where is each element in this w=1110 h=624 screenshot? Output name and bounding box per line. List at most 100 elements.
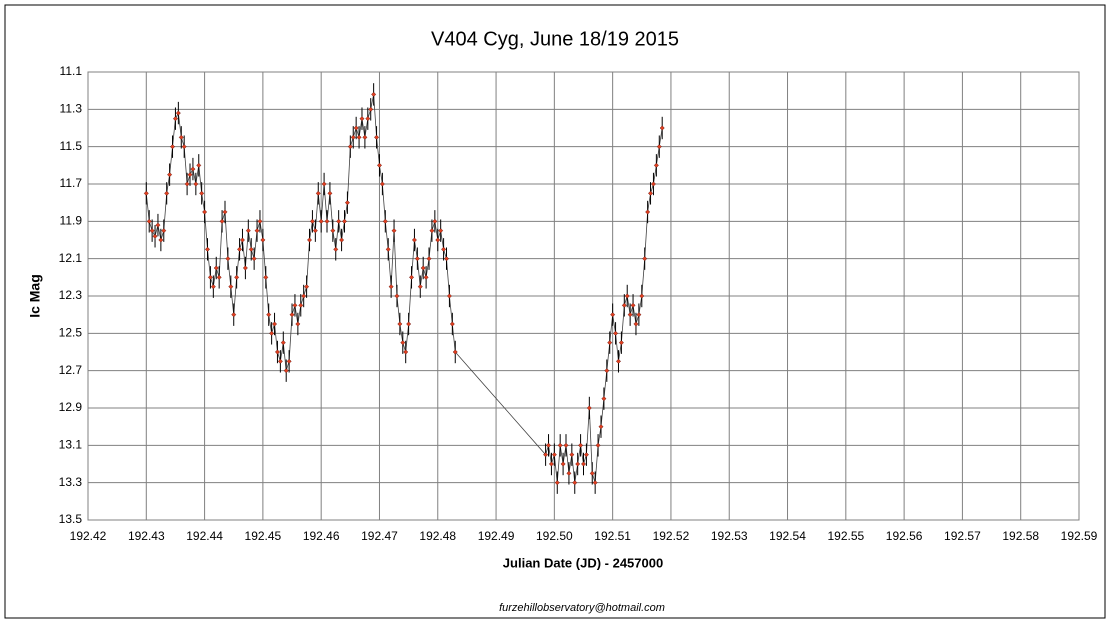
marker xyxy=(630,302,636,308)
marker xyxy=(292,302,298,308)
marker xyxy=(213,265,219,271)
marker xyxy=(598,424,604,430)
marker xyxy=(318,218,324,224)
marker xyxy=(216,274,222,280)
marker xyxy=(344,200,350,206)
marker xyxy=(277,358,283,364)
y-tick-label: 12.1 xyxy=(59,251,83,265)
marker xyxy=(237,246,243,252)
marker xyxy=(330,228,336,234)
marker xyxy=(374,134,380,140)
marker xyxy=(175,110,181,116)
marker xyxy=(633,321,639,327)
x-tick-label: 192.48 xyxy=(419,529,456,543)
marker xyxy=(604,368,610,374)
marker xyxy=(274,349,280,355)
marker xyxy=(379,181,385,187)
marker xyxy=(560,461,566,467)
marker xyxy=(202,209,208,215)
marker xyxy=(254,228,260,234)
marker xyxy=(143,190,149,196)
marker xyxy=(286,358,292,364)
marker xyxy=(610,312,616,318)
marker xyxy=(228,284,234,290)
marker xyxy=(245,228,251,234)
marker xyxy=(601,396,607,402)
marker xyxy=(187,172,193,178)
y-tick-label: 13.1 xyxy=(59,438,83,452)
marker xyxy=(339,237,345,243)
marker xyxy=(342,218,347,224)
x-tick-label: 192.59 xyxy=(1061,529,1098,543)
marker xyxy=(423,274,429,280)
x-tick-label: 192.43 xyxy=(128,529,165,543)
marker xyxy=(589,470,595,476)
y-tick-label: 11.3 xyxy=(60,102,83,116)
marker xyxy=(583,452,589,458)
marker xyxy=(446,293,452,299)
marker xyxy=(158,237,164,243)
marker xyxy=(397,321,403,327)
marker xyxy=(621,302,627,308)
marker xyxy=(307,237,313,243)
marker xyxy=(429,228,435,234)
marker xyxy=(409,274,415,280)
marker xyxy=(613,330,619,336)
chart-border xyxy=(4,4,1106,619)
line xyxy=(145,94,663,483)
x-tick-label: 192.55 xyxy=(827,529,864,543)
marker xyxy=(263,274,269,280)
marker xyxy=(225,256,231,262)
x-tick-label: 192.54 xyxy=(769,529,806,543)
marker xyxy=(615,358,621,364)
marker xyxy=(199,190,205,196)
marker xyxy=(353,125,359,131)
marker xyxy=(365,116,371,122)
marker xyxy=(283,368,289,374)
x-tick-label: 192.51 xyxy=(594,529,631,543)
x-tick-label: 192.50 xyxy=(536,529,573,543)
marker xyxy=(449,321,455,327)
annotation: furzehillobservatory@hotmail.com xyxy=(499,602,665,614)
marker xyxy=(321,181,327,187)
marker xyxy=(181,144,187,150)
y-tick-label: 11.5 xyxy=(60,139,83,153)
marker xyxy=(627,312,633,318)
marker xyxy=(164,190,170,196)
marker xyxy=(269,330,275,336)
x-tick-label: 192.56 xyxy=(886,529,923,543)
marker xyxy=(301,293,307,299)
marker xyxy=(231,312,237,318)
marker xyxy=(572,480,578,486)
marker xyxy=(575,461,581,467)
marker xyxy=(659,125,665,131)
marker xyxy=(438,228,444,234)
marker xyxy=(578,442,584,448)
marker xyxy=(359,116,365,122)
marker xyxy=(193,181,199,187)
marker xyxy=(333,246,339,252)
marker xyxy=(167,172,173,178)
marker xyxy=(642,256,648,262)
marker xyxy=(444,256,449,262)
marker xyxy=(295,321,301,327)
marker xyxy=(656,144,662,150)
y-tick-label: 11.9 xyxy=(60,214,83,228)
y-tick-label: 12.9 xyxy=(59,400,83,414)
marker xyxy=(566,470,572,476)
plot-area xyxy=(87,71,1080,521)
marker xyxy=(309,218,315,224)
marker xyxy=(636,312,642,318)
marker xyxy=(645,209,651,215)
marker xyxy=(653,162,659,168)
marker xyxy=(178,134,184,140)
marker xyxy=(260,237,266,243)
marker xyxy=(371,91,377,97)
x-tick-label: 192.44 xyxy=(186,529,223,543)
marker xyxy=(417,284,423,290)
marker xyxy=(219,218,225,224)
marker xyxy=(149,228,155,234)
marker xyxy=(251,256,257,262)
marker xyxy=(266,312,272,318)
